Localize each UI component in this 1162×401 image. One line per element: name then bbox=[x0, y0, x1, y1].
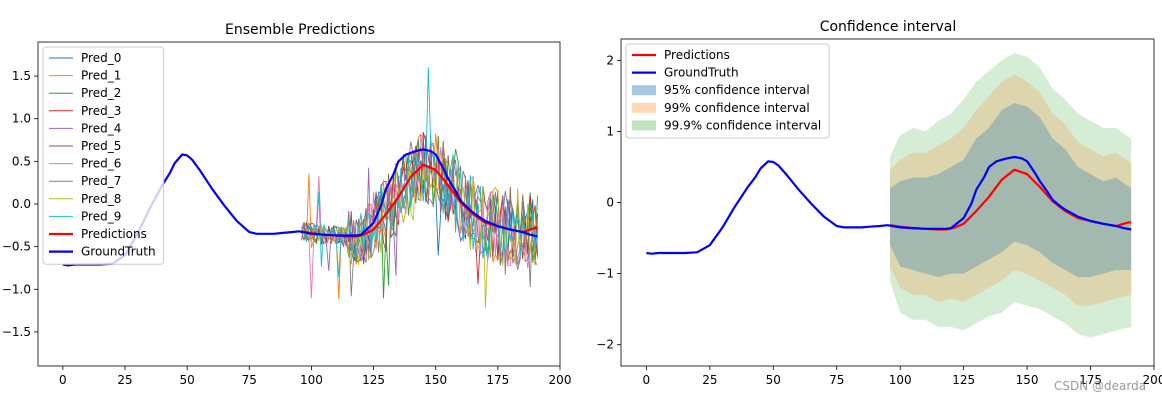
ensemble-line-pred-6 bbox=[301, 133, 539, 299]
legend-item: Pred_1 bbox=[49, 69, 121, 83]
y-tick-label: 0 bbox=[606, 196, 614, 210]
legend-label: 99.9% confidence interval bbox=[664, 118, 821, 132]
legend-item: Predictions bbox=[49, 227, 147, 241]
legend-item: Pred_7 bbox=[49, 174, 121, 188]
legend-label: Pred_0 bbox=[81, 51, 121, 65]
y-tick-label: −2 bbox=[596, 338, 614, 352]
x-tick-label: 175 bbox=[1079, 373, 1102, 387]
legend-item: Pred_6 bbox=[49, 157, 121, 171]
legend-label: Pred_4 bbox=[81, 121, 121, 135]
legend-label: Pred_8 bbox=[81, 192, 121, 206]
x-tick-label: 200 bbox=[1143, 373, 1162, 387]
x-tick-label: 75 bbox=[242, 373, 257, 387]
y-tick-label: −1 bbox=[596, 267, 614, 281]
x-tick-label: 75 bbox=[829, 373, 844, 387]
legend-item: 95% confidence interval bbox=[632, 83, 810, 97]
legend-label: Pred_7 bbox=[81, 174, 121, 188]
confidence-band-1 bbox=[890, 103, 1132, 278]
legend-label: 95% confidence interval bbox=[664, 83, 810, 97]
legend-item: Pred_0 bbox=[49, 51, 121, 65]
legend-item: Pred_8 bbox=[49, 192, 121, 206]
legend-box bbox=[625, 43, 830, 139]
x-tick-label: 100 bbox=[300, 373, 323, 387]
x-tick-label: 125 bbox=[362, 373, 385, 387]
legend-swatch bbox=[632, 120, 656, 131]
legend-swatch bbox=[632, 102, 656, 113]
legend-label: Pred_5 bbox=[81, 139, 121, 153]
x-tick-label: 100 bbox=[889, 373, 912, 387]
x-tick-label: 125 bbox=[952, 373, 975, 387]
legend-box bbox=[42, 46, 165, 265]
y-tick-label: 0.0 bbox=[12, 197, 31, 211]
legend-label: Pred_9 bbox=[81, 209, 121, 223]
legend-item: 99.9% confidence interval bbox=[632, 118, 821, 132]
x-tick-label: 200 bbox=[549, 373, 572, 387]
x-tick-label: 50 bbox=[766, 373, 781, 387]
y-tick-label: 1.0 bbox=[12, 112, 31, 126]
confidence-band-2 bbox=[890, 74, 1132, 306]
chart-title: Ensemble Predictions bbox=[225, 22, 375, 38]
y-tick-label: −0.5 bbox=[2, 240, 31, 254]
y-tick-label: 0.5 bbox=[12, 154, 31, 168]
plot-area bbox=[646, 53, 1132, 338]
y-tick-label: −1.5 bbox=[2, 325, 31, 339]
legend-item: GroundTruth bbox=[49, 245, 156, 259]
chart-ensemble-predictions: Ensemble Predictions 0 25 50 75 100 125 150 175… bbox=[2, 22, 572, 387]
y-tick-label: 1.5 bbox=[12, 69, 31, 83]
legend-item: Pred_3 bbox=[49, 104, 121, 118]
x-tick-label: 25 bbox=[117, 373, 132, 387]
x-tick-label: 150 bbox=[424, 373, 447, 387]
legend-item: Pred_4 bbox=[49, 121, 121, 135]
legend-label: Pred_3 bbox=[81, 104, 121, 118]
chart-title: Confidence interval bbox=[820, 19, 957, 35]
confidence-band-3 bbox=[890, 53, 1132, 338]
x-tick-label: 0 bbox=[643, 373, 651, 387]
ensemble-line-pred-8 bbox=[301, 148, 538, 308]
y-tick-label: 1 bbox=[606, 124, 614, 138]
legend-label: GroundTruth bbox=[81, 245, 156, 259]
legend-label: Predictions bbox=[664, 48, 730, 62]
legend-item: Predictions bbox=[632, 48, 730, 62]
x-tick-label: 175 bbox=[486, 373, 509, 387]
legend-item: Pred_5 bbox=[49, 139, 121, 153]
x-tick-label: 50 bbox=[180, 373, 195, 387]
legend-label: Pred_1 bbox=[81, 69, 121, 83]
y-tick-label: −1.0 bbox=[2, 282, 31, 296]
legend: Predictions GroundTruth 95% confidence int… bbox=[625, 43, 830, 139]
series-line-groundtruth bbox=[646, 155, 1132, 255]
legend-swatch bbox=[632, 85, 656, 96]
legend-label: Predictions bbox=[81, 227, 147, 241]
legend-label: 99% confidence interval bbox=[664, 101, 810, 115]
legend-label: GroundTruth bbox=[664, 66, 739, 80]
chart-confidence-interval: Confidence interval 0 25 50 75 100 125 150 175 2… bbox=[596, 19, 1162, 387]
legend-item: Pred_2 bbox=[49, 86, 121, 100]
x-tick-label: 0 bbox=[59, 373, 67, 387]
y-tick-label: 2 bbox=[606, 53, 614, 67]
legend: Pred_0 Pred_1 Pred_2 Pred_3 Pred_4 Pred_5 Pred… bbox=[42, 46, 165, 265]
legend-label: Pred_6 bbox=[81, 157, 121, 171]
x-tick-label: 150 bbox=[1016, 373, 1039, 387]
legend-item: 99% confidence interval bbox=[632, 101, 810, 115]
legend-label: Pred_2 bbox=[81, 86, 121, 100]
legend-item: GroundTruth bbox=[632, 66, 739, 80]
x-tick-label: 25 bbox=[702, 373, 717, 387]
legend-item: Pred_9 bbox=[49, 209, 121, 223]
